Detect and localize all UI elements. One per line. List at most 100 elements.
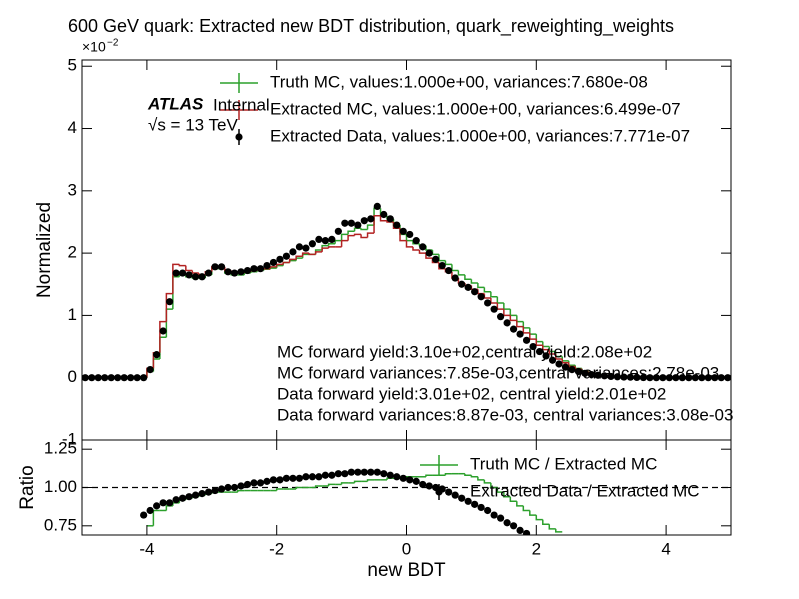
data-point xyxy=(140,511,148,519)
y-scale-base: ×10 xyxy=(82,39,106,55)
legend-marker xyxy=(235,133,243,141)
data-point xyxy=(471,500,479,508)
data-point xyxy=(425,249,433,257)
hist-step xyxy=(418,250,426,254)
hist-step xyxy=(464,274,472,281)
data-point xyxy=(204,488,213,496)
data-point xyxy=(159,327,167,335)
data-point xyxy=(146,366,154,374)
hist-step xyxy=(366,479,375,482)
hist-step xyxy=(314,251,323,255)
data-point xyxy=(471,288,479,296)
data-point xyxy=(581,369,589,377)
x-axis-label: new BDT xyxy=(367,560,446,581)
data-point xyxy=(315,235,323,244)
data-point xyxy=(445,488,453,496)
data-point xyxy=(101,374,109,382)
data-point xyxy=(367,215,375,223)
yield-text: Data forward variances:8.87e-03, central… xyxy=(277,405,733,424)
data-point xyxy=(516,526,524,535)
data-point xyxy=(269,258,278,267)
data-point xyxy=(354,468,362,476)
data-point xyxy=(159,499,167,507)
hist-step xyxy=(457,270,465,276)
data-point xyxy=(561,363,570,371)
data-point xyxy=(574,367,583,376)
data-point xyxy=(237,268,245,276)
data-point xyxy=(412,237,420,245)
hist-step xyxy=(470,475,478,478)
data-point xyxy=(451,491,459,499)
hist-step xyxy=(470,279,478,284)
data-point xyxy=(289,248,297,256)
hist-step xyxy=(425,253,433,259)
data-point xyxy=(224,483,232,492)
y-axis-label: Normalized xyxy=(34,202,55,298)
data-point xyxy=(594,371,602,379)
hist-step xyxy=(542,345,550,351)
data-point xyxy=(386,471,394,479)
data-point xyxy=(347,468,355,476)
data-point xyxy=(315,473,323,481)
hist-step xyxy=(353,480,362,483)
data-point xyxy=(406,230,414,239)
data-point xyxy=(646,374,654,382)
y-axis-label: Ratio xyxy=(17,465,38,509)
yield-text: MC forward variances:7.85e-03,central va… xyxy=(277,363,719,382)
data-point xyxy=(490,305,498,313)
data-point xyxy=(328,235,336,244)
hist-step xyxy=(503,492,511,498)
data-point xyxy=(360,468,368,476)
y-tick-label: 0.75 xyxy=(44,515,77,534)
data-point xyxy=(146,506,154,515)
data-point xyxy=(347,219,355,227)
data-point xyxy=(484,299,492,307)
data-point xyxy=(399,474,407,482)
hist-step xyxy=(360,234,368,239)
hist-step xyxy=(295,255,303,260)
data-point xyxy=(503,519,511,527)
data-point xyxy=(185,493,193,501)
data-point xyxy=(665,374,673,382)
x-tick-label: 4 xyxy=(661,539,670,558)
x-tick-label: -4 xyxy=(139,539,154,558)
hist-step xyxy=(379,215,388,222)
data-point xyxy=(302,473,310,481)
y-scale-exp: −2 xyxy=(107,38,119,49)
hist-step xyxy=(516,320,524,328)
energy-label: √s = 13 TeV xyxy=(148,115,238,134)
hist-step xyxy=(327,483,336,486)
hist-step xyxy=(425,474,433,477)
data-point xyxy=(529,342,537,351)
hist-step xyxy=(555,528,563,533)
data-point xyxy=(568,366,576,374)
y-tick-label: 1.25 xyxy=(44,439,77,458)
data-point xyxy=(321,471,329,479)
data-point xyxy=(685,374,693,382)
data-point xyxy=(185,271,193,279)
y-tick-label: 0 xyxy=(68,367,77,386)
data-point xyxy=(613,373,622,381)
data-point xyxy=(516,330,524,338)
x-tick-label: 0 xyxy=(402,539,411,558)
hist-step xyxy=(509,315,517,322)
data-point xyxy=(419,480,427,489)
data-point xyxy=(464,283,472,291)
hist-step xyxy=(360,228,368,231)
hist-step xyxy=(288,258,297,263)
data-point xyxy=(691,374,699,382)
data-point xyxy=(178,269,187,277)
data-point xyxy=(328,471,336,479)
data-point xyxy=(600,372,609,380)
data-point xyxy=(211,263,219,271)
hist-step xyxy=(178,264,186,267)
data-point xyxy=(522,529,531,535)
data-point xyxy=(237,482,245,490)
y-tick-label: 2 xyxy=(68,243,77,262)
data-point xyxy=(587,370,596,379)
data-point xyxy=(217,263,226,271)
hist-step xyxy=(522,505,530,512)
data-point xyxy=(620,373,628,381)
hist-step xyxy=(314,485,323,488)
y-tick-label: 1.00 xyxy=(44,477,77,496)
